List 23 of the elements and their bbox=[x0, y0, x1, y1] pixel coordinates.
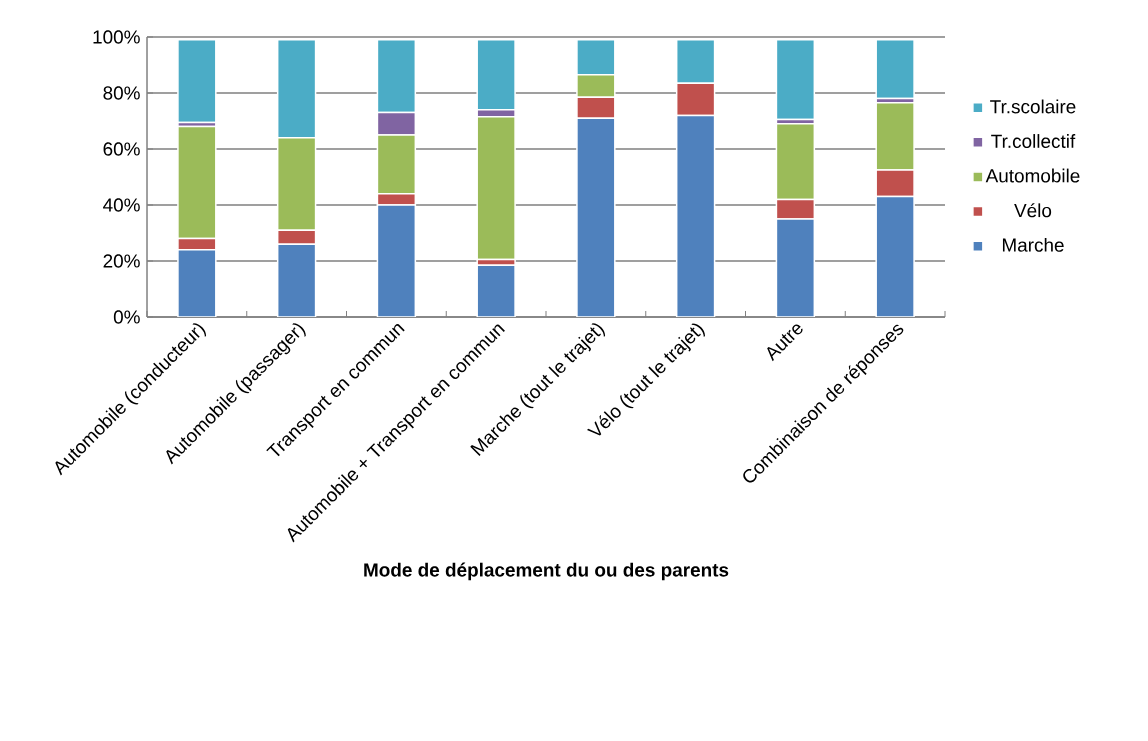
legend-label: Tr.collectif bbox=[991, 134, 1076, 148]
bar bbox=[775, 39, 816, 121]
bar bbox=[775, 218, 816, 317]
bar bbox=[875, 39, 915, 100]
bar bbox=[576, 117, 616, 317]
y-tick-label: 40% bbox=[103, 198, 140, 212]
y-tick-label: 20% bbox=[103, 254, 140, 268]
legend-label: Marche bbox=[1002, 237, 1064, 252]
x-axis-title: Mode de déplacement du ou des parents bbox=[364, 562, 729, 581]
bar bbox=[875, 195, 915, 317]
bar bbox=[177, 39, 217, 124]
y-tick-label: 100% bbox=[93, 30, 140, 44]
bar bbox=[177, 249, 217, 317]
y-tick-label: 0% bbox=[113, 310, 140, 324]
legend-label: Tr.scolaire bbox=[990, 99, 1076, 114]
bar bbox=[476, 264, 516, 317]
bar bbox=[675, 114, 716, 317]
y-tick-label: 80% bbox=[103, 86, 140, 100]
bar bbox=[276, 243, 317, 317]
legend-label: Vélo bbox=[1014, 203, 1052, 218]
bar bbox=[376, 204, 417, 317]
legend-label: Automobile bbox=[985, 168, 1080, 183]
y-tick-label: 60% bbox=[103, 142, 140, 156]
